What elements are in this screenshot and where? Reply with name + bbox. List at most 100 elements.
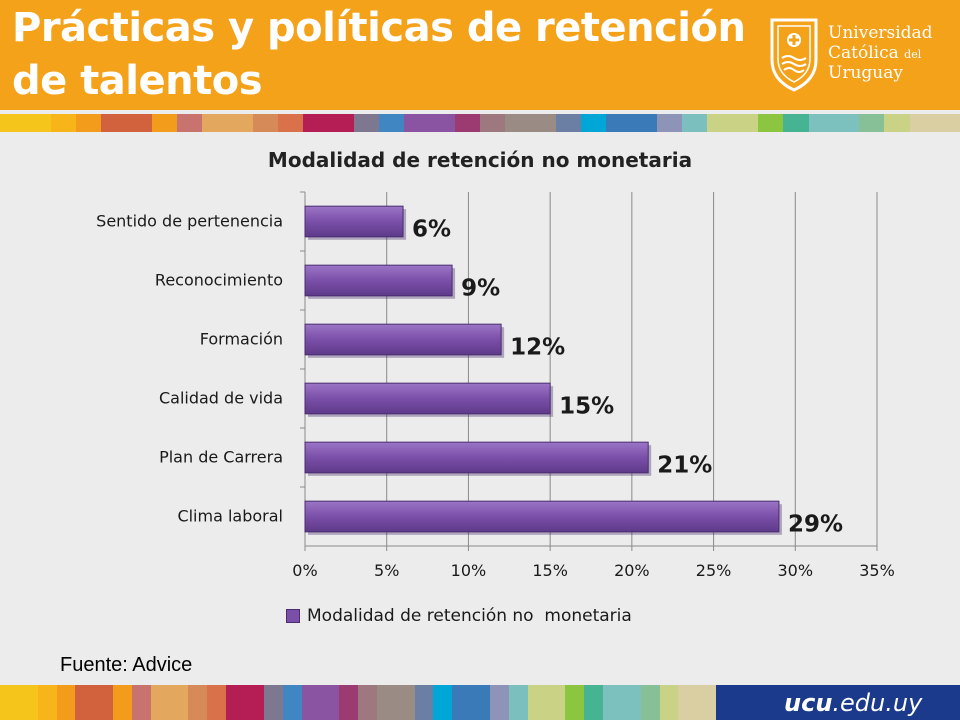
strip-segment <box>584 685 603 720</box>
x-tick-label: 30% <box>778 561 814 580</box>
strip-segment <box>226 685 264 720</box>
footer-url[interactable]: ucu.edu.uy <box>784 687 922 719</box>
data-label: 29% <box>788 512 843 538</box>
bar <box>304 205 404 238</box>
logo-line-2: Católica del <box>828 44 921 64</box>
strip-segment <box>678 685 717 720</box>
strip-segment <box>188 685 208 720</box>
strip-segment <box>454 114 481 132</box>
strip-segment <box>176 114 203 132</box>
category-label: Plan de Carrera <box>159 448 283 467</box>
slide-header: Prácticas y políticas de retención de ta… <box>0 0 960 110</box>
category-label: Clima laboral <box>177 507 283 526</box>
bar <box>304 264 453 297</box>
strip-segment <box>682 114 708 132</box>
strip-segment <box>555 114 582 132</box>
logo-line-3: Uruguay <box>828 63 903 83</box>
strip-segment <box>378 114 405 132</box>
strip-segment <box>202 114 253 132</box>
data-label: 9% <box>461 276 500 302</box>
source-note: Fuente: Advice <box>60 654 193 676</box>
strip-segment <box>489 685 509 720</box>
logo-line-1: Universidad <box>828 23 933 43</box>
color-strip-bottom <box>0 685 717 720</box>
strip-segment <box>640 685 660 720</box>
bar <box>304 323 502 356</box>
strip-segment <box>50 114 76 132</box>
footer-url-bold: ucu <box>784 689 833 717</box>
strip-segment <box>505 114 556 132</box>
strip-segment <box>707 114 758 132</box>
strip-segment <box>113 685 132 720</box>
strip-segment <box>659 685 679 720</box>
category-label: Calidad de vida <box>159 389 283 408</box>
strip-segment <box>101 114 152 132</box>
strip-segment <box>282 685 302 720</box>
strip-segment <box>414 685 434 720</box>
strip-segment <box>252 114 278 132</box>
legend-swatch <box>286 609 300 623</box>
strip-segment <box>581 114 607 132</box>
x-tick-label: 0% <box>292 561 317 580</box>
strip-segment <box>151 114 177 132</box>
strip-segment <box>277 114 304 132</box>
bar <box>304 500 780 533</box>
strip-segment <box>37 685 57 720</box>
strip-segment <box>859 114 885 132</box>
strip-segment <box>150 685 189 720</box>
strip-segment <box>433 685 453 720</box>
strip-segment <box>603 685 641 720</box>
data-label: 12% <box>510 335 565 361</box>
strip-segment <box>404 114 455 132</box>
strip-segment <box>909 114 960 132</box>
strip-segment <box>131 685 151 720</box>
chart-legend: Modalidad de retención no monetaria <box>286 604 632 628</box>
strip-segment <box>808 114 860 132</box>
chart-title: Modalidad de retención no monetaria <box>267 148 693 172</box>
university-logo: Universidad Católica del Uruguay <box>764 14 954 94</box>
strip-segment <box>656 114 683 132</box>
strip-segment <box>480 114 506 132</box>
university-seal-icon <box>770 18 818 92</box>
category-label: Reconocimiento <box>155 271 283 290</box>
strip-segment <box>783 114 809 132</box>
category-label: Formación <box>200 330 283 349</box>
footer-url-rest: .edu.uy <box>832 689 923 717</box>
data-label: 6% <box>412 217 451 243</box>
strip-segment <box>353 114 379 132</box>
logo-line-2-main: Católica <box>828 43 899 63</box>
strip-segment <box>75 114 102 132</box>
x-tick-label: 35% <box>859 561 895 580</box>
strip-segment <box>339 685 359 720</box>
strip-segment <box>527 685 566 720</box>
strip-segment <box>263 685 283 720</box>
strip-segment <box>0 685 38 720</box>
strip-segment <box>75 685 114 720</box>
data-label: 21% <box>657 453 712 479</box>
strip-segment <box>606 114 657 132</box>
footer-bar <box>716 685 960 720</box>
strip-segment <box>56 685 76 720</box>
strip-segment <box>207 685 227 720</box>
data-label: 15% <box>559 394 614 420</box>
x-tick-label: 25% <box>696 561 732 580</box>
strip-segment <box>565 685 585 720</box>
color-strip-top <box>0 114 960 132</box>
strip-segment <box>303 114 354 132</box>
strip-segment <box>508 685 528 720</box>
legend-entry: Modalidad de retención no monetaria <box>307 606 632 626</box>
strip-segment <box>452 685 490 720</box>
x-tick-label: 10% <box>451 561 487 580</box>
bar <box>304 441 649 474</box>
strip-segment <box>0 114 51 132</box>
strip-segment <box>358 685 377 720</box>
slide-title: Prácticas y políticas de retención de ta… <box>12 5 746 104</box>
x-tick-label: 5% <box>374 561 399 580</box>
strip-segment <box>376 685 415 720</box>
x-tick-label: 15% <box>532 561 568 580</box>
logo-line-2-small: del <box>904 48 922 61</box>
bar <box>304 382 551 415</box>
strip-segment <box>301 685 340 720</box>
strip-segment <box>884 114 910 132</box>
